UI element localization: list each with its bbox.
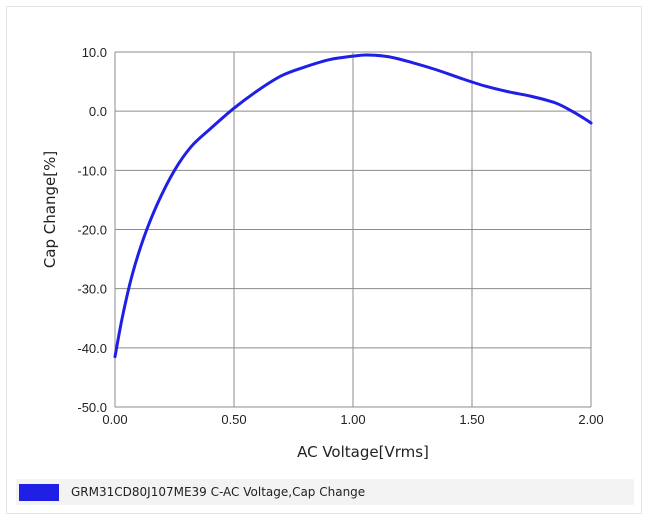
legend-swatch [19, 483, 59, 501]
x-tick-label: 1.00 [340, 412, 365, 427]
y-tick-label: 10.0 [82, 45, 107, 60]
x-tick-label: 1.50 [459, 412, 484, 427]
legend: GRM31CD80J107ME39 C-AC Voltage,Cap Chang… [16, 479, 634, 505]
series-layer [113, 53, 593, 359]
series-line-0 [113, 53, 593, 359]
y-tick-label: -30.0 [77, 282, 107, 297]
x-tick-label: 0.50 [221, 412, 246, 427]
chart-frame [6, 6, 642, 514]
y-tick-label: -10.0 [77, 163, 107, 178]
y-axis-title: Cap Change[%] [41, 151, 59, 268]
y-tick-labels: 10.0 0.0 -10.0 -20.0 -30.0 -40.0 -50.0 [77, 45, 107, 415]
legend-entry-label: GRM31CD80J107ME39 C-AC Voltage,Cap Chang… [71, 485, 366, 499]
y-tick-label: -40.0 [77, 341, 107, 356]
y-tick-label: -20.0 [77, 223, 107, 238]
x-axis-title: AC Voltage[Vrms] [297, 443, 429, 461]
y-tick-label: 0.0 [89, 104, 107, 119]
x-tick-label: 2.00 [578, 412, 603, 427]
x-tick-labels: 0.00 0.50 1.00 1.50 2.00 [102, 412, 603, 427]
grid [114, 51, 592, 408]
y-tick-label: -50.0 [77, 400, 107, 415]
x-tick-label: 0.00 [102, 412, 127, 427]
